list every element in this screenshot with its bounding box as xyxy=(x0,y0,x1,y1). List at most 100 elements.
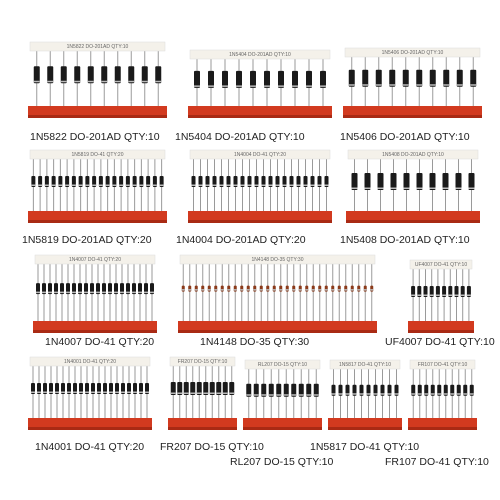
diode-pack: 1N5817 DO-41 QTY:10 1N5817 DO-41 QTY:10 xyxy=(310,359,419,453)
diode-body xyxy=(429,173,436,190)
diode-pack: 1N4148 DO-35 QTY:30 1N4148 DO-35 QTY:30 xyxy=(178,254,377,348)
diode-body xyxy=(90,283,94,295)
diode-body xyxy=(411,286,416,297)
diode-band xyxy=(442,187,449,189)
diode-body xyxy=(236,70,242,88)
diode-band xyxy=(359,393,364,395)
diode-band xyxy=(259,289,263,291)
diode-body xyxy=(338,384,343,396)
diode-body xyxy=(416,173,423,190)
diode-body xyxy=(126,283,130,295)
diode-body xyxy=(216,382,222,395)
diode-band xyxy=(292,85,298,87)
tape-text: 1N5819 DO-41 QTY:20 xyxy=(72,152,124,158)
pack-label: 1N5404 DO-201AD QTY:10 xyxy=(175,131,305,143)
diode-band xyxy=(48,291,52,294)
diode-body xyxy=(359,384,364,396)
diode-band xyxy=(351,187,358,189)
diode-band xyxy=(268,394,274,396)
diode-body xyxy=(132,283,136,295)
diode-band xyxy=(350,289,354,291)
diode-band xyxy=(411,294,416,296)
diode-body xyxy=(194,70,200,88)
diode-band xyxy=(103,391,107,393)
diode-body xyxy=(296,176,301,187)
diode-body xyxy=(132,176,137,187)
diode-body xyxy=(188,285,192,292)
diode-band xyxy=(317,184,322,186)
diode-band xyxy=(47,80,54,83)
diode-band xyxy=(348,84,355,86)
paper-tape xyxy=(244,359,321,370)
diode-band xyxy=(150,291,154,294)
tape-text: 1N5408 DO-201AD QTY:10 xyxy=(382,152,444,158)
diode-body xyxy=(337,285,341,292)
diode-body xyxy=(250,70,256,88)
diode-band xyxy=(114,80,121,83)
diode-body xyxy=(375,69,382,87)
diode-band xyxy=(275,184,280,186)
diode-body xyxy=(207,285,211,292)
diode-body xyxy=(324,285,328,292)
diode-body xyxy=(96,283,100,295)
diode-band xyxy=(375,84,382,86)
red-tape-shade xyxy=(243,427,322,430)
diode-body xyxy=(313,383,319,397)
diode-body xyxy=(254,176,259,187)
diode-body xyxy=(47,66,54,84)
diode-pack: FR107 DO-41 QTY:10 FR107 DO-41 QTY:10 xyxy=(385,359,489,468)
diode-band xyxy=(296,184,301,186)
diode-body xyxy=(416,69,423,87)
diode-body xyxy=(227,285,231,292)
diode-body xyxy=(222,70,228,88)
diode-band xyxy=(119,184,124,186)
diode-band xyxy=(318,289,322,291)
diode-body xyxy=(240,176,245,187)
diode-band xyxy=(33,80,40,83)
diode-body xyxy=(318,285,322,292)
diode-band xyxy=(207,289,211,291)
diode-band xyxy=(324,289,328,291)
diode-band xyxy=(183,392,189,394)
diode-body xyxy=(298,383,304,397)
diode-band xyxy=(417,294,422,296)
diode-band xyxy=(37,391,41,393)
pack-label: 1N5408 DO-201AD QTY:10 xyxy=(340,234,470,246)
diode-band xyxy=(90,291,94,294)
diode-band xyxy=(139,391,143,393)
diode-body xyxy=(208,70,214,88)
diode-band xyxy=(216,392,222,394)
diode-body xyxy=(261,176,266,187)
red-tape-shade xyxy=(168,427,237,430)
diode-band xyxy=(85,184,90,186)
tape-text: 1N5817 DO-41 QTY:10 xyxy=(339,362,391,368)
diode-band xyxy=(429,187,436,189)
diode-body xyxy=(261,383,267,397)
diode-band xyxy=(292,289,296,291)
diode-body xyxy=(344,285,348,292)
diode-body xyxy=(222,382,228,395)
diode-band xyxy=(226,184,231,186)
diode-band xyxy=(460,294,465,296)
diode-band xyxy=(170,392,176,394)
diode-band xyxy=(132,291,136,294)
diode-band xyxy=(101,80,108,83)
diode-band xyxy=(38,184,43,186)
diode-body xyxy=(448,286,453,297)
diode-band xyxy=(67,391,71,393)
diode-band xyxy=(424,393,429,395)
diode-body xyxy=(101,66,108,84)
diode-body xyxy=(105,176,110,187)
diode-band xyxy=(268,184,273,186)
diode-band xyxy=(264,85,270,87)
diode-body xyxy=(282,176,287,187)
diode-band xyxy=(74,80,81,83)
diode-band xyxy=(138,291,142,294)
diode-body xyxy=(103,383,107,394)
diode-band xyxy=(466,294,471,296)
diode-band xyxy=(345,393,350,395)
diode-body xyxy=(253,285,257,292)
diode-body xyxy=(276,383,282,397)
diode-body xyxy=(454,286,459,297)
diode-body xyxy=(152,176,157,187)
